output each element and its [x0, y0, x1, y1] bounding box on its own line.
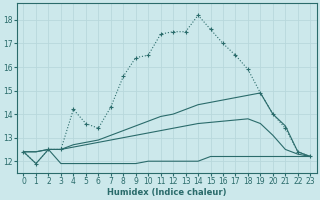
- X-axis label: Humidex (Indice chaleur): Humidex (Indice chaleur): [107, 188, 227, 197]
